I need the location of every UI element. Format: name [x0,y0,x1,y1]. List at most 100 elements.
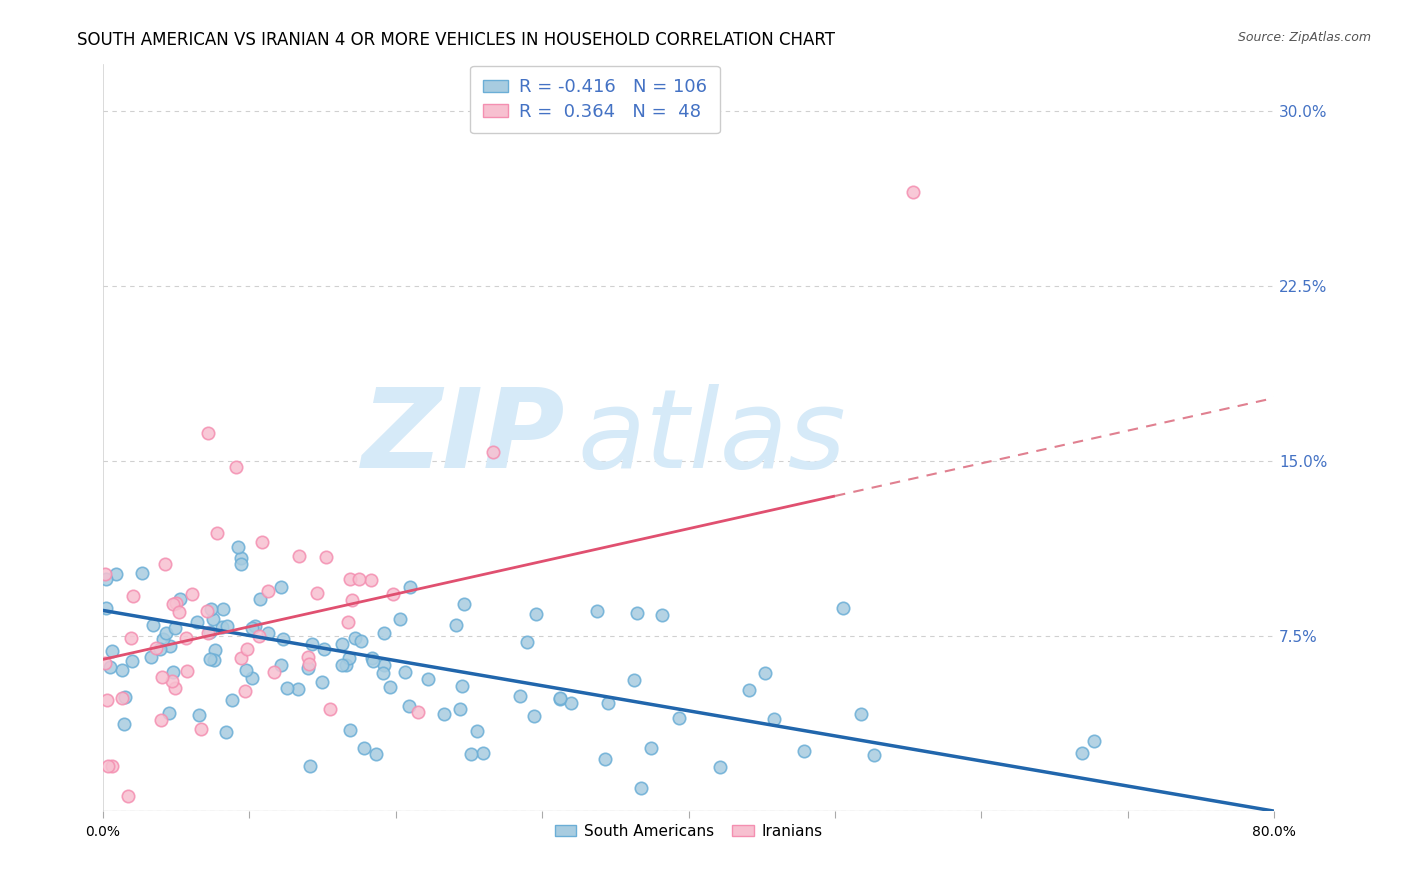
Iranians [162,597,184,611]
Text: ZIP: ZIP [363,384,565,491]
South Americans [444,618,467,632]
Iranians [167,605,190,619]
South Americans [453,597,475,611]
South Americans [398,698,420,713]
South Americans [297,661,319,675]
Iranians [235,641,257,656]
Iranians [288,549,311,563]
South Americans [762,713,785,727]
South Americans [380,680,402,694]
South Americans [524,607,547,621]
South Americans [330,637,353,651]
South Americans [361,651,384,665]
South Americans [523,709,546,723]
South Americans [623,673,645,688]
South Americans [201,612,224,626]
South Americans [270,657,292,672]
South Americans [472,746,495,760]
South Americans [863,747,886,762]
Iranians [360,573,382,587]
Iranians [482,445,505,459]
South Americans [249,592,271,607]
Iranians [336,615,359,630]
Iranians [250,534,273,549]
Iranians [318,701,340,715]
South Americans [394,665,416,680]
South Americans [229,557,252,571]
South Americans [596,696,619,710]
Iranians [307,585,329,599]
South Americans [849,707,872,722]
South Americans [314,642,336,657]
Iranians [100,759,122,773]
South Americans [450,680,472,694]
Iranians [94,656,117,670]
Iranians [117,789,139,803]
South Americans [1071,747,1094,761]
South Americans [709,760,731,774]
South Americans [169,592,191,607]
South Americans [465,724,488,739]
South Americans [131,566,153,581]
Iranians [256,584,278,599]
Iranians [339,572,361,586]
South Americans [343,631,366,645]
South Americans [371,665,394,680]
South Americans [416,673,439,687]
South Americans [155,625,177,640]
Iranians [96,692,118,706]
South Americans [330,658,353,673]
South Americans [112,716,135,731]
South Americans [548,690,571,705]
South Americans [449,702,471,716]
Iranians [190,723,212,737]
South Americans [94,572,117,586]
South Americans [101,644,124,658]
South Americans [831,600,853,615]
South Americans [350,634,373,648]
South Americans [640,740,662,755]
South Americans [198,624,221,639]
Iranians [263,665,285,680]
South Americans [157,706,180,720]
South Americans [337,651,360,665]
Iranians [174,632,197,646]
Iranians [149,713,172,727]
South Americans [188,708,211,723]
Iranians [195,604,218,618]
South Americans [276,681,298,696]
South Americans [211,602,233,616]
Iranians [160,673,183,688]
Iranians [122,590,145,604]
Iranians [315,549,337,564]
South Americans [229,551,252,566]
Iranians [381,587,404,601]
South Americans [668,711,690,725]
Iranians [347,572,370,586]
South Americans [311,675,333,690]
South Americans [221,693,243,707]
South Americans [373,658,395,673]
South Americans [163,621,186,635]
South Americans [152,632,174,647]
Iranians [150,670,173,684]
South Americans [104,566,127,581]
Iranians [233,684,256,698]
South Americans [121,654,143,668]
Text: atlas: atlas [578,384,846,491]
South Americans [373,625,395,640]
Legend: South Americans, Iranians: South Americans, Iranians [548,817,828,845]
South Americans [793,744,815,758]
South Americans [186,615,208,629]
South Americans [287,681,309,696]
South Americans [585,604,607,618]
South Americans [339,723,361,737]
South Americans [243,619,266,633]
South Americans [148,642,170,657]
South Americans [114,690,136,704]
South Americans [738,682,761,697]
South Americans [273,632,295,647]
Iranians [247,629,270,643]
Iranians [197,426,219,441]
South Americans [630,780,652,795]
